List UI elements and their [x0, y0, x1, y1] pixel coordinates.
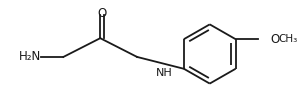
Text: H₂N: H₂N [18, 50, 41, 63]
Text: NH: NH [156, 68, 173, 78]
Text: O: O [271, 33, 280, 46]
Text: O: O [98, 7, 107, 20]
Text: CH₃: CH₃ [279, 34, 298, 44]
